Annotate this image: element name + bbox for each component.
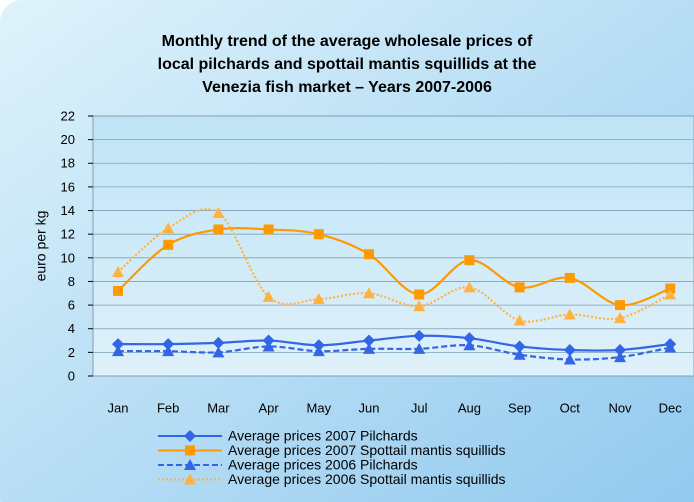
legend-label: Average prices 2006 Spottail mantis squi… — [228, 471, 506, 487]
marker — [112, 338, 124, 351]
marker — [312, 345, 325, 357]
legend-label: Average prices 2007 Spottail mantis squi… — [228, 442, 506, 458]
y-tick-label: 4 — [68, 321, 75, 336]
marker — [614, 312, 626, 324]
x-tick-label: Oct — [560, 400, 581, 415]
x-tick-label: May — [307, 400, 332, 415]
marker — [212, 206, 225, 218]
y-tick-label: 0 — [68, 368, 75, 383]
marker — [162, 338, 175, 351]
y-tick-label: 2 — [68, 345, 75, 360]
x-tick-label: Mar — [207, 400, 230, 415]
marker — [363, 334, 375, 347]
marker — [664, 288, 677, 300]
marker — [615, 300, 625, 311]
marker — [112, 266, 124, 277]
marker — [414, 289, 425, 300]
legend-label: Average prices 2006 Pilchards — [228, 457, 418, 473]
x-tick-label: Jan — [108, 400, 129, 415]
y-tick-label: 20 — [61, 132, 75, 147]
x-tick-label: Feb — [157, 400, 179, 415]
series-line — [117, 208, 671, 323]
marker — [514, 282, 525, 293]
marker — [162, 222, 175, 234]
legend-label: Average prices 2007 Pilchards — [228, 428, 418, 444]
chart-title: Monthly trend of the average wholesale p… — [162, 33, 533, 50]
y-tick-label: 22 — [61, 108, 75, 123]
x-tick-label: Aug — [458, 400, 481, 415]
marker — [413, 329, 426, 342]
marker — [262, 290, 275, 302]
marker — [464, 255, 475, 266]
marker — [212, 336, 225, 349]
marker — [563, 344, 576, 356]
marker — [513, 348, 526, 360]
marker — [262, 340, 275, 352]
y-tick-label: 18 — [61, 156, 75, 171]
marker — [212, 346, 225, 358]
y-tick-label: 14 — [61, 203, 75, 218]
y-tick-label: 8 — [68, 274, 75, 289]
marker — [463, 339, 476, 351]
marker — [563, 353, 576, 365]
marker — [184, 459, 196, 470]
marker — [312, 293, 325, 305]
marker — [213, 224, 224, 235]
marker — [513, 340, 526, 353]
marker — [163, 239, 174, 250]
marker — [184, 430, 196, 442]
marker — [363, 287, 375, 299]
marker — [563, 308, 576, 320]
marker — [664, 341, 677, 353]
x-tick-label: Jul — [411, 400, 428, 415]
y-tick-label: 12 — [61, 227, 75, 242]
y-axis-label: euro per kg — [33, 211, 49, 282]
y-tick-label: 6 — [68, 298, 75, 313]
x-tick-label: Jun — [359, 400, 380, 415]
y-tick-label: 10 — [61, 250, 75, 265]
marker — [162, 345, 175, 357]
marker — [363, 342, 375, 354]
x-tick-label: Nov — [608, 400, 632, 415]
marker — [113, 285, 123, 296]
x-tick-label: Sep — [508, 400, 531, 415]
y-tick-label: 16 — [61, 179, 75, 194]
marker — [263, 224, 274, 235]
chart-title: Venezia fish market – Years 2007-2006 — [202, 79, 492, 96]
chart-title: local pilchards and spottail mantis squi… — [158, 56, 537, 73]
marker — [463, 281, 476, 293]
marker — [614, 351, 626, 363]
marker — [564, 272, 575, 283]
marker — [112, 345, 124, 357]
marker — [463, 332, 476, 345]
marker — [513, 314, 526, 326]
marker — [413, 342, 426, 354]
marker — [413, 300, 426, 312]
marker — [185, 445, 195, 456]
marker — [313, 229, 324, 240]
marker — [184, 473, 196, 485]
x-tick-label: Dec — [659, 400, 683, 415]
marker — [614, 344, 626, 356]
marker — [364, 249, 374, 260]
x-tick-label: Apr — [258, 400, 279, 415]
